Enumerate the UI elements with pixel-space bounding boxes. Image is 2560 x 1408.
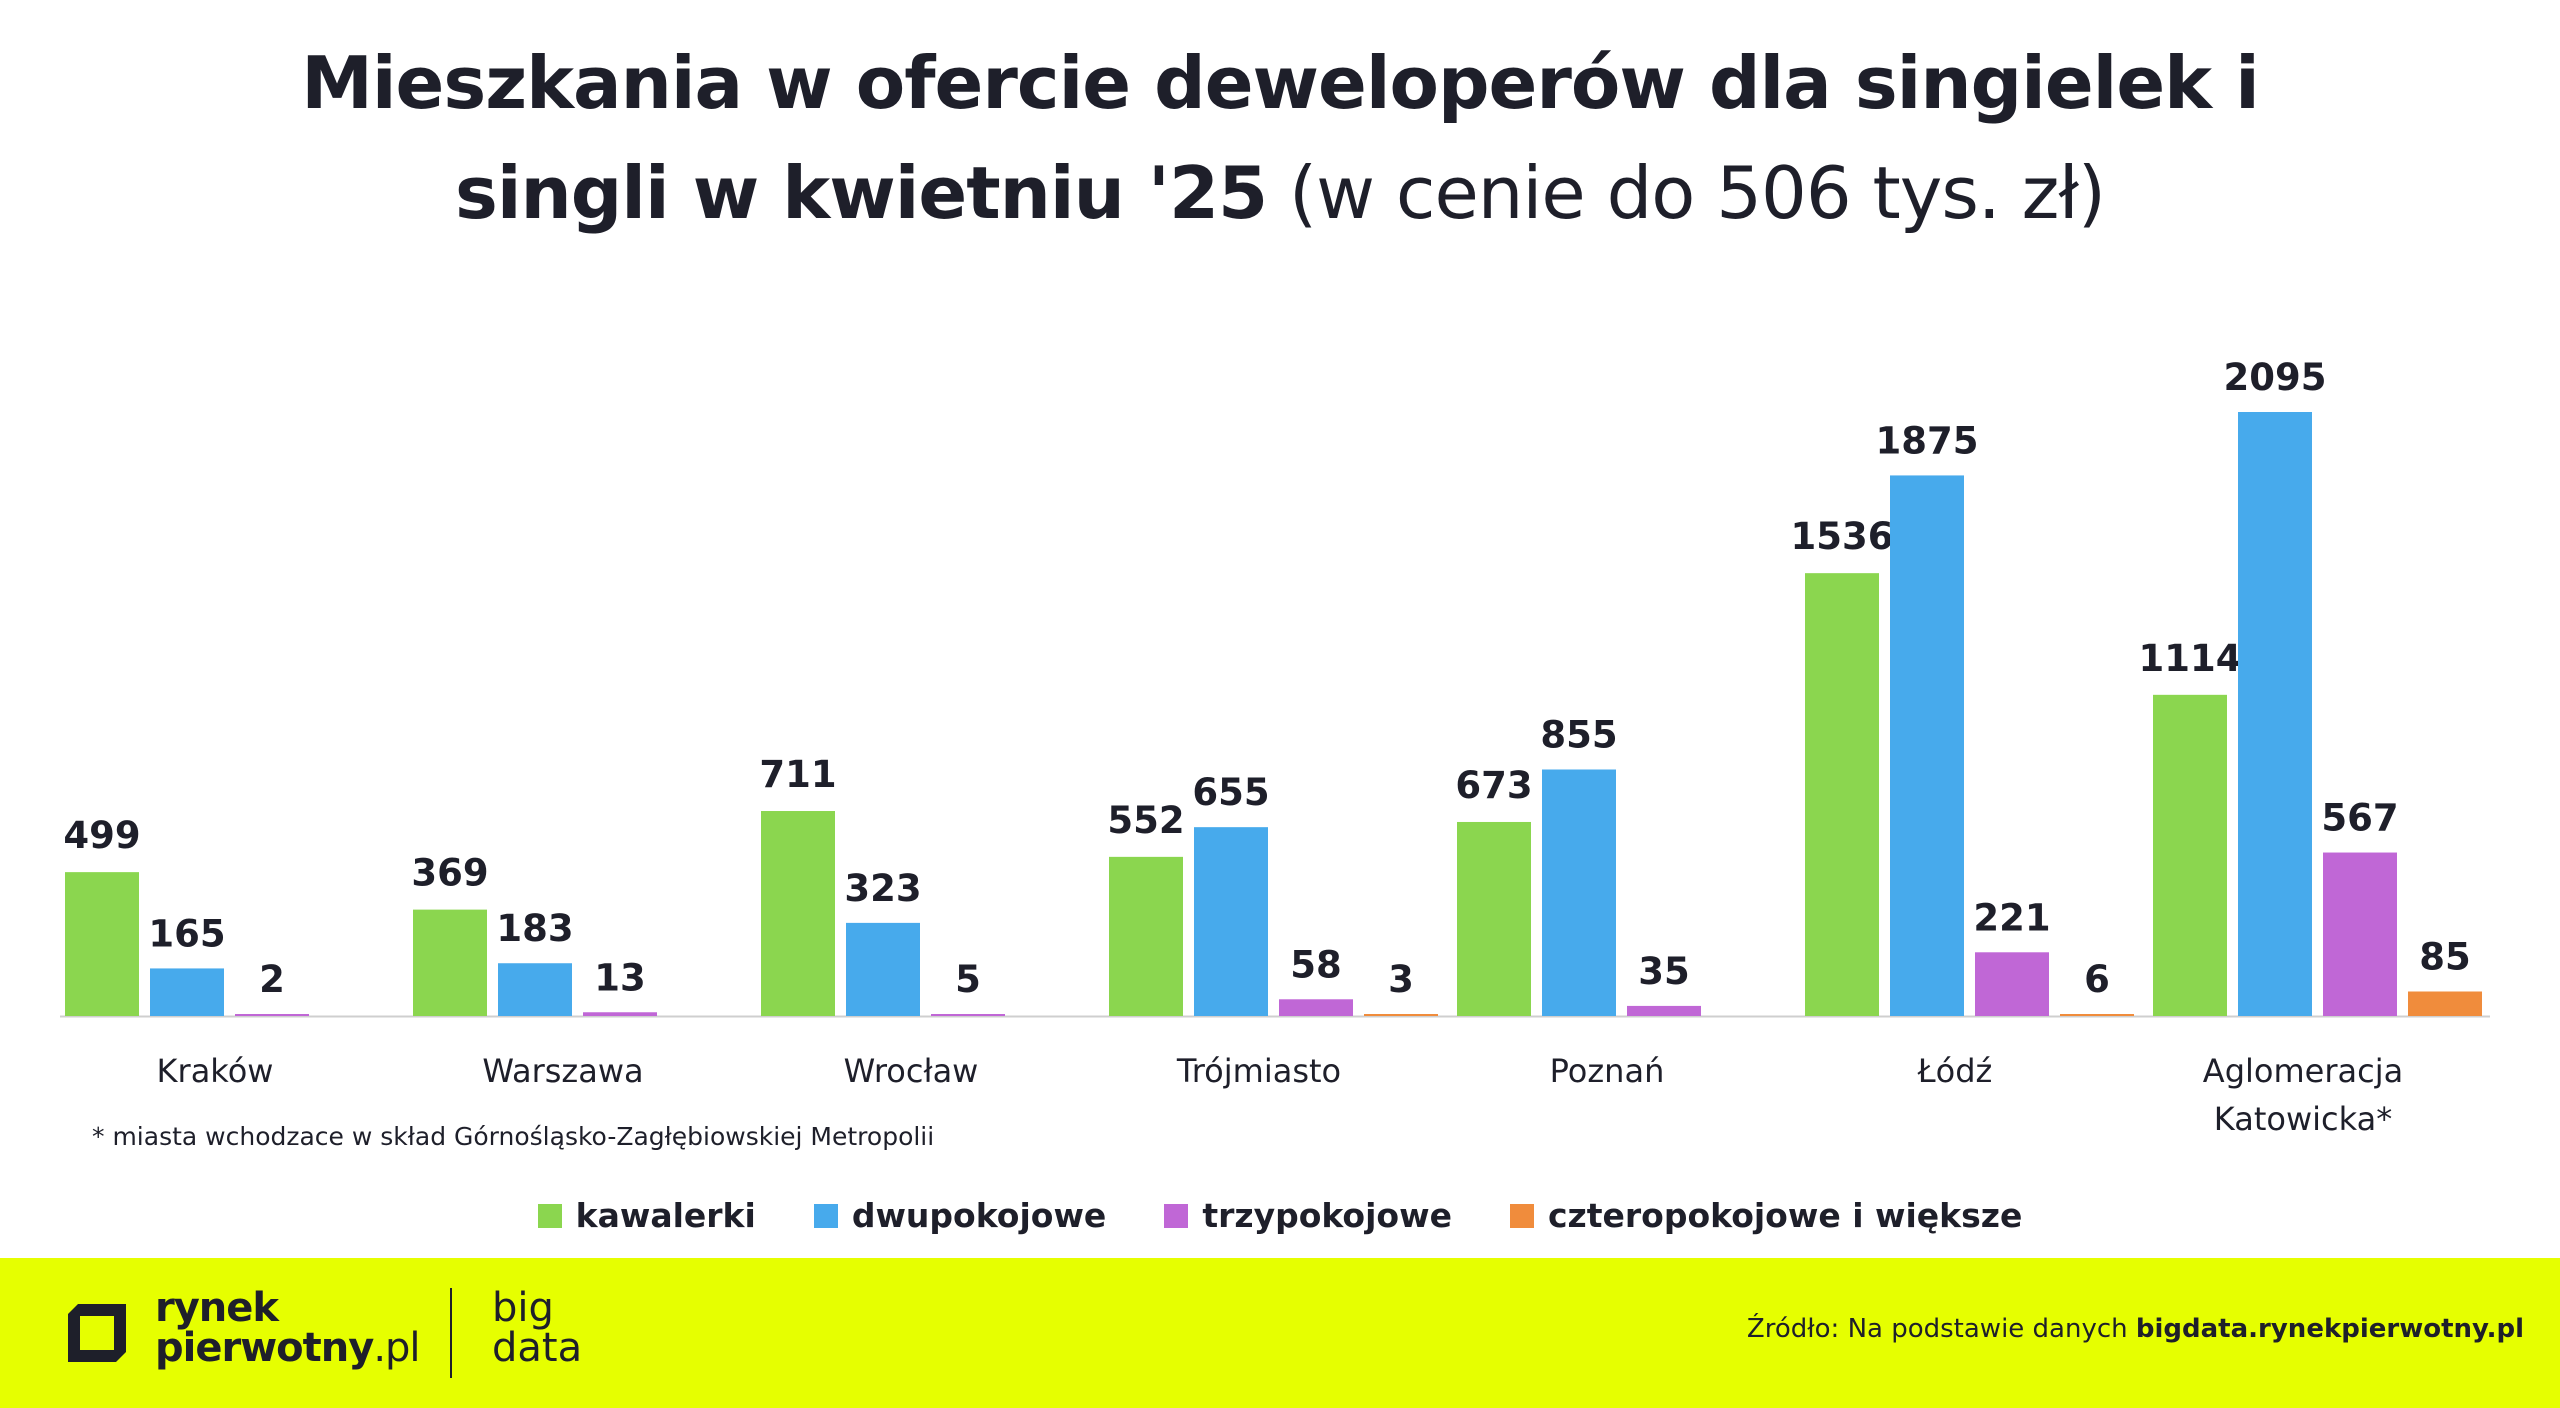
value-label-trzypokojowe-4: 35: [1638, 950, 1690, 993]
brand-line1: rynek: [155, 1285, 279, 1331]
source-prefix: Źródło: Na podstawie danych: [1746, 1314, 2136, 1344]
bar-trzypokojowe-6: [2323, 852, 2397, 1016]
value-label-czteropokojowe-5: 6: [2084, 958, 2110, 1001]
bar-dwupokojowe-3: [1194, 827, 1268, 1016]
title-line2: singli w kwietniu '25: [454, 151, 1268, 235]
bar-dwupokojowe-0: [150, 968, 224, 1016]
legend-swatch-dwupokojowe: [813, 1203, 838, 1228]
value-label-kawalerki-3: 552: [1107, 799, 1184, 842]
bar-kawalerki-4: [1457, 821, 1531, 1016]
footer-bar: rynek pierwotny.pl big data Źródło: Na p…: [0, 1258, 2560, 1408]
value-label-dwupokojowe-4: 855: [1540, 713, 1617, 756]
legend-label-dwupokojowe: dwupokojowe: [851, 1196, 1107, 1235]
value-label-dwupokojowe-0: 165: [148, 912, 225, 955]
legend-label-trzypokojowe: trzypokojowe: [1202, 1196, 1452, 1235]
brand-suffix: .pl: [373, 1325, 420, 1371]
bar-czteropokojowe-5: [2060, 1014, 2134, 1016]
source-link: bigdata.rynekpierwotny.pl: [2135, 1314, 2524, 1344]
value-label-trzypokojowe-2: 5: [955, 958, 981, 1001]
value-label-dwupokojowe-5: 1875: [1876, 419, 1979, 462]
footnote: * miasta wchodzace w skład Górnośląsko-Z…: [92, 1122, 935, 1151]
bar-dwupokojowe-2: [846, 922, 920, 1016]
value-label-kawalerki-1: 369: [411, 852, 488, 895]
bar-dwupokojowe-6: [2238, 412, 2312, 1016]
legend-swatch-czteropokojowe: [1509, 1203, 1534, 1228]
value-label-trzypokojowe-5: 221: [1973, 896, 2050, 939]
bar-kawalerki-2: [761, 811, 835, 1016]
bar-dwupokojowe-1: [498, 963, 572, 1016]
rynekpierwotny-logo-icon: [68, 1304, 126, 1362]
bar-trzypokojowe-1: [583, 1012, 657, 1016]
value-label-kawalerki-0: 499: [63, 814, 140, 857]
value-label-trzypokojowe-3: 58: [1290, 943, 1342, 986]
category-label-4: Poznań: [1550, 1052, 1665, 1090]
value-label-dwupokojowe-1: 183: [496, 907, 573, 950]
legend-item-kawalerki: kawalerki: [537, 1196, 756, 1235]
bar-trzypokojowe-5: [1975, 952, 2049, 1016]
source-note: Źródło: Na podstawie danych bigdata.ryne…: [1747, 1314, 2524, 1344]
bar-czteropokojowe-6: [2408, 991, 2482, 1016]
category-label-3: Trójmiasto: [1176, 1052, 1341, 1090]
category-label-1: Warszawa: [482, 1052, 643, 1090]
legend: kawalerki dwupokojowe trzypokojowe czter…: [0, 1196, 2560, 1235]
legend-label-kawalerki: kawalerki: [575, 1196, 756, 1235]
legend-item-dwupokojowe: dwupokojowe: [813, 1196, 1107, 1235]
value-label-trzypokojowe-0: 2: [259, 958, 285, 1001]
value-label-trzypokojowe-1: 13: [594, 956, 646, 999]
legend-swatch-kawalerki: [537, 1203, 562, 1228]
value-label-kawalerki-6: 1114: [2139, 637, 2242, 680]
bar-trzypokojowe-2: [931, 1014, 1005, 1016]
value-label-czteropokojowe-6: 85: [2419, 935, 2471, 978]
bar-dwupokojowe-5: [1890, 475, 1964, 1016]
category-label-5: Łódź: [1917, 1052, 1993, 1090]
value-label-dwupokojowe-2: 323: [844, 867, 921, 910]
bar-czteropokojowe-3: [1364, 1014, 1438, 1016]
title-price-note: (w cenie do 506 tys. zł): [1289, 151, 2106, 235]
title-line1: Mieszkania w ofercie deweloperów dla sin…: [301, 41, 2260, 125]
bar-trzypokojowe-4: [1627, 1005, 1701, 1016]
bar-kawalerki-1: [413, 909, 487, 1016]
legend-item-czteropokojowe: czteropokojowe i większe: [1509, 1196, 2023, 1235]
value-label-kawalerki-4: 673: [1455, 764, 1532, 807]
brand-logo-text: rynek pierwotny.pl: [155, 1285, 421, 1371]
category-label-0: Kraków: [157, 1052, 274, 1090]
value-label-kawalerki-5: 1536: [1791, 515, 1894, 558]
bar-kawalerki-3: [1109, 856, 1183, 1016]
value-label-czteropokojowe-3: 3: [1388, 958, 1414, 1001]
value-label-dwupokojowe-6: 2095: [2224, 356, 2327, 399]
bar-trzypokojowe-3: [1279, 999, 1353, 1016]
bar-trzypokojowe-0: [235, 1014, 309, 1016]
legend-swatch-trzypokojowe: [1164, 1203, 1189, 1228]
bar-kawalerki-6: [2153, 694, 2227, 1016]
brand-line2: pierwotny: [155, 1325, 374, 1371]
legend-label-czteropokojowe: czteropokojowe i większe: [1547, 1196, 2023, 1235]
bar-kawalerki-0: [65, 872, 139, 1016]
bigdata-logo-text: big data: [492, 1288, 582, 1368]
category-label-6-line0: Aglomeracja: [2203, 1052, 2403, 1090]
value-label-trzypokojowe-6: 567: [2321, 797, 2398, 840]
legend-item-trzypokojowe: trzypokojowe: [1164, 1196, 1452, 1235]
category-label-2: Wrocław: [844, 1052, 979, 1090]
value-label-kawalerki-2: 711: [759, 753, 836, 796]
bigdata-line1: big: [492, 1285, 554, 1331]
value-label-dwupokojowe-3: 655: [1192, 771, 1269, 814]
chart-title: Mieszkania w ofercie deweloperów dla sin…: [0, 28, 2560, 248]
category-label-6-line1: Katowicka*: [2214, 1100, 2392, 1138]
logo-divider: [450, 1288, 452, 1378]
bar-dwupokojowe-4: [1542, 769, 1616, 1016]
bar-kawalerki-5: [1805, 573, 1879, 1016]
bigdata-line2: data: [492, 1325, 583, 1371]
